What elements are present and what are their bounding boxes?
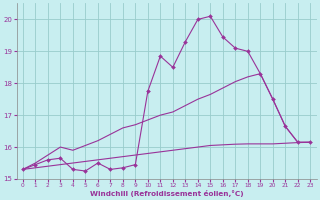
X-axis label: Windchill (Refroidissement éolien,°C): Windchill (Refroidissement éolien,°C) [90, 190, 244, 197]
